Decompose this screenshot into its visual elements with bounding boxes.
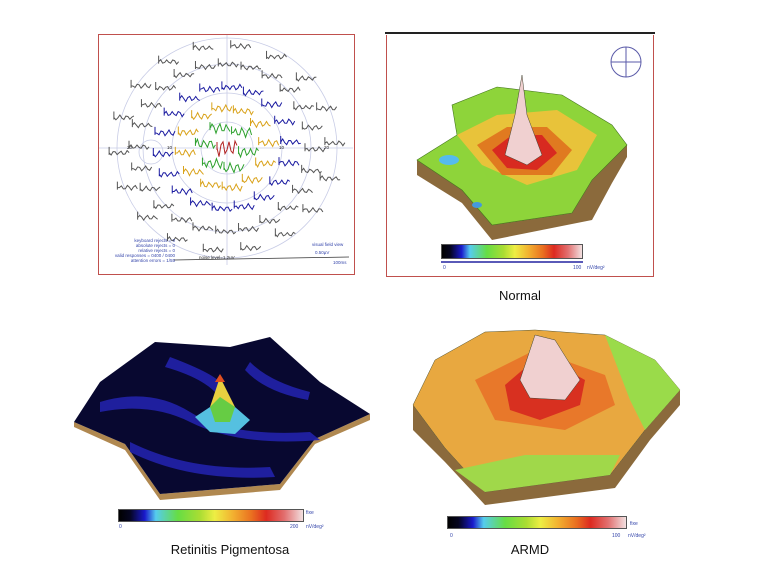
scale-amplitude: 0.50µV <box>315 250 330 255</box>
stat-attention-errors: attention errors = 1/55 <box>130 258 175 263</box>
armd-colorbar-extra: fixe <box>630 521 638 527</box>
rp-3d-panel <box>70 322 380 522</box>
armd-colorbar-max: 100 <box>612 533 621 539</box>
stats-block: keyboard rejects = 0 absolute rejects = … <box>101 238 175 263</box>
noise-level: noise level=1.2uV <box>199 255 235 260</box>
normal-colorbar <box>441 244 583 259</box>
scale-time: 100ms <box>333 260 347 265</box>
rp-3d-plot <box>74 337 370 500</box>
axis-label-left-10: 10 <box>167 145 173 150</box>
normal-3d-plot <box>416 46 642 240</box>
rp-colorbar-unit: nV/deg² <box>306 524 324 530</box>
axis-label-right-20: 20 <box>324 145 330 150</box>
visual-field-view-label: visual field view <box>312 242 344 247</box>
normal-3d-panel: 0 100 nV/deg² <box>386 35 654 277</box>
trace-array-plot <box>99 35 353 265</box>
axis-label-right-10: 10 <box>279 145 285 150</box>
stat-valid-responses: valid responses = 0400 / 0400 <box>114 253 175 258</box>
normal-colorbar-max: 100 <box>573 265 582 271</box>
normal-colorbar-axis <box>441 261 583 263</box>
orientation-icon <box>610 46 642 78</box>
stat-relative-rejects: relative rejects = 0 <box>138 248 175 253</box>
armd-3d-panel <box>405 320 700 515</box>
normal-top-rule <box>385 32 655 34</box>
rp-colorbar <box>118 509 304 522</box>
rp-colorbar-min: 0 <box>119 524 122 530</box>
stat-absolute-rejects: absolute rejects = 0 <box>135 243 175 248</box>
rp-colorbar-max: 200 <box>290 524 299 530</box>
armd-colorbar-unit: nV/deg² <box>628 533 646 539</box>
armd-colorbar <box>447 516 627 529</box>
normal-colorbar-unit: nV/deg² <box>587 265 605 271</box>
stat-keyboard-rejects: keyboard rejects = 0 <box>134 238 175 243</box>
rp-colorbar-extra: fixe <box>306 510 314 516</box>
armd-3d-plot <box>412 329 681 505</box>
normal-colorbar-min: 0 <box>443 265 446 271</box>
caption-armd: ARMD <box>510 542 550 557</box>
trace-array-panel: 20 10 10 20 keyboard rejects = 0 absolut… <box>98 34 355 275</box>
caption-normal: Normal <box>499 288 541 303</box>
armd-colorbar-min: 0 <box>450 533 453 539</box>
axis-label-left-20: 20 <box>127 145 133 150</box>
caption-retinitis-pigmentosa: Retinitis Pigmentosa <box>170 542 290 557</box>
